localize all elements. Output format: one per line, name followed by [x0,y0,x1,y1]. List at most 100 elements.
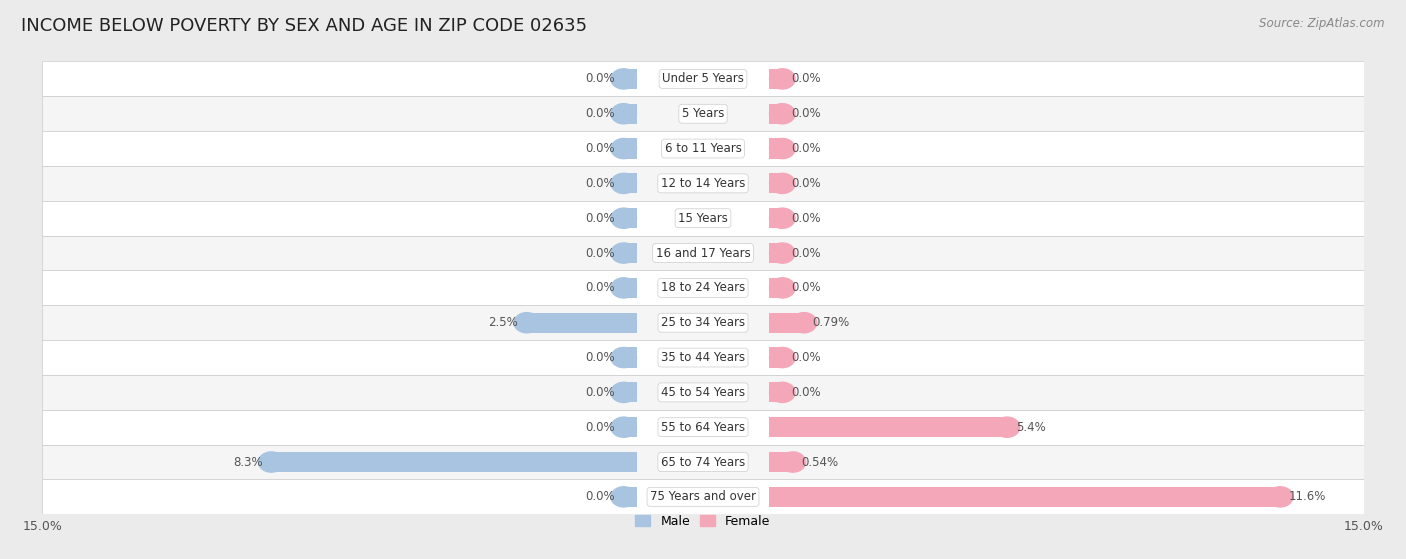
Circle shape [612,382,637,402]
Text: 45 to 54 Years: 45 to 54 Years [661,386,745,399]
FancyBboxPatch shape [42,236,1364,271]
Bar [769,208,782,228]
Bar [769,348,782,368]
Text: 0.0%: 0.0% [585,177,614,190]
Circle shape [612,417,637,437]
Bar [769,452,793,472]
Text: 0.0%: 0.0% [792,73,821,86]
Circle shape [612,208,637,228]
Text: Source: ZipAtlas.com: Source: ZipAtlas.com [1260,17,1385,30]
Text: 25 to 34 Years: 25 to 34 Years [661,316,745,329]
Bar [769,103,782,124]
Circle shape [612,103,637,124]
Text: 0.0%: 0.0% [792,107,821,120]
Text: 2.5%: 2.5% [488,316,517,329]
Bar [271,452,637,472]
Text: 0.79%: 0.79% [813,316,851,329]
Text: 0.0%: 0.0% [792,177,821,190]
Text: 8.3%: 8.3% [233,456,263,468]
Bar [624,417,637,437]
Text: 16 and 17 Years: 16 and 17 Years [655,247,751,259]
Text: 0.0%: 0.0% [792,212,821,225]
Text: 0.0%: 0.0% [585,421,614,434]
Text: 0.0%: 0.0% [792,351,821,364]
Bar [769,173,782,193]
Circle shape [994,417,1019,437]
Text: 0.0%: 0.0% [585,386,614,399]
Bar [769,243,782,263]
Text: 0.0%: 0.0% [792,386,821,399]
FancyBboxPatch shape [42,271,1364,305]
Bar [769,69,782,89]
Text: 0.0%: 0.0% [585,142,614,155]
Bar [624,278,637,298]
Text: 5.4%: 5.4% [1015,421,1046,434]
Circle shape [769,173,794,193]
Circle shape [612,173,637,193]
Text: 0.54%: 0.54% [801,456,839,468]
Text: 11.6%: 11.6% [1289,490,1326,503]
Bar [624,487,637,507]
Text: 0.0%: 0.0% [792,247,821,259]
Text: 65 to 74 Years: 65 to 74 Years [661,456,745,468]
Legend: Male, Female: Male, Female [630,510,776,533]
Circle shape [769,208,794,228]
Circle shape [769,278,794,298]
Text: 75 Years and over: 75 Years and over [650,490,756,503]
Bar [527,312,637,333]
FancyBboxPatch shape [42,131,1364,166]
Text: 0.0%: 0.0% [792,142,821,155]
Circle shape [612,348,637,368]
Circle shape [769,382,794,402]
Circle shape [769,348,794,368]
Circle shape [612,69,637,89]
Text: 15 Years: 15 Years [678,212,728,225]
Circle shape [259,452,284,472]
FancyBboxPatch shape [42,340,1364,375]
Text: 55 to 64 Years: 55 to 64 Years [661,421,745,434]
Text: 5 Years: 5 Years [682,107,724,120]
Bar [624,382,637,402]
Bar [769,278,782,298]
Text: 0.0%: 0.0% [585,247,614,259]
Text: 0.0%: 0.0% [585,107,614,120]
Text: 18 to 24 Years: 18 to 24 Years [661,281,745,295]
Circle shape [780,452,806,472]
Text: 0.0%: 0.0% [585,281,614,295]
Bar [624,139,637,159]
Circle shape [612,243,637,263]
Circle shape [769,243,794,263]
Text: 0.0%: 0.0% [585,73,614,86]
Circle shape [792,312,817,333]
Circle shape [515,312,540,333]
Text: 12 to 14 Years: 12 to 14 Years [661,177,745,190]
FancyBboxPatch shape [42,410,1364,444]
Circle shape [612,487,637,507]
Bar [769,417,1007,437]
Bar [624,103,637,124]
Bar [624,243,637,263]
Text: 6 to 11 Years: 6 to 11 Years [665,142,741,155]
FancyBboxPatch shape [42,61,1364,96]
Circle shape [612,139,637,159]
FancyBboxPatch shape [42,166,1364,201]
FancyBboxPatch shape [42,201,1364,236]
Bar [624,173,637,193]
Text: 0.0%: 0.0% [792,281,821,295]
Circle shape [769,139,794,159]
Text: Under 5 Years: Under 5 Years [662,73,744,86]
Bar [769,487,1279,507]
Bar [769,139,782,159]
Text: 0.0%: 0.0% [585,490,614,503]
Bar [769,382,782,402]
FancyBboxPatch shape [42,444,1364,480]
Circle shape [769,69,794,89]
FancyBboxPatch shape [42,96,1364,131]
Bar [624,348,637,368]
FancyBboxPatch shape [42,375,1364,410]
Circle shape [612,278,637,298]
Bar [769,312,804,333]
Bar [624,69,637,89]
FancyBboxPatch shape [42,480,1364,514]
Circle shape [769,103,794,124]
